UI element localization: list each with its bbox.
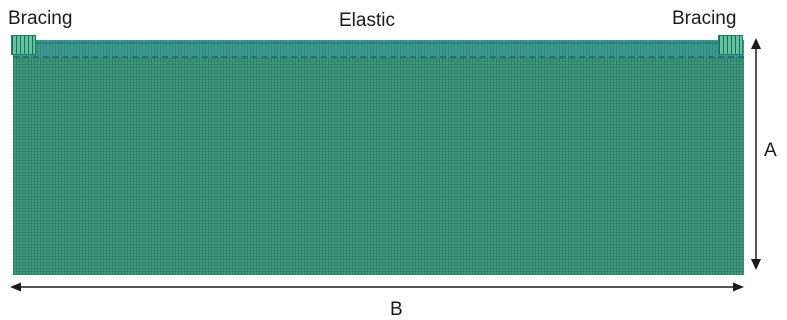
dimension-a-arrow-down [751,259,761,270]
dimension-a-label: A [764,140,777,161]
dimension-a-arrow-up [751,38,761,49]
elastic-boundary-dashed-line [13,56,744,58]
dimension-b-label: B [390,299,403,320]
bracing-block-left [11,35,36,55]
bracing-right-label: Bracing [672,8,737,29]
bracing-left-label: Bracing [8,8,73,29]
bracing-block-right [718,35,743,55]
elastic-layer [13,40,744,58]
dimension-b-arrow-right [733,282,744,292]
elastic-top-line [13,42,744,44]
mesh-domain [13,40,744,275]
dimension-b-arrow-left [10,282,21,292]
elastic-label: Elastic [339,10,395,31]
